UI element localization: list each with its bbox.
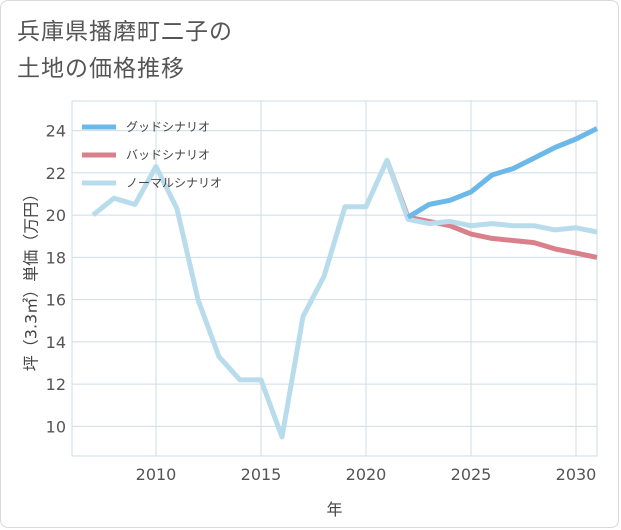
y-tick-label: 22 bbox=[46, 164, 66, 183]
series-line-0 bbox=[406, 126, 599, 220]
page-title: 兵庫県播磨町二子の 土地の価格推移 bbox=[17, 14, 233, 88]
y-tick-label: 16 bbox=[46, 291, 66, 310]
legend-label: バッドシナリオ bbox=[126, 148, 210, 162]
y-tick-label: 12 bbox=[46, 375, 66, 394]
legend-label: ノーマルシナリオ bbox=[126, 176, 222, 190]
x-tick-label: 2010 bbox=[136, 465, 177, 484]
grid-lines bbox=[72, 101, 597, 456]
title-line-2: 土地の価格推移 bbox=[17, 56, 185, 82]
y-axis-title: 坪（3.3㎡）単価（万円） bbox=[22, 186, 41, 371]
y-tick-label: 18 bbox=[46, 248, 66, 267]
y-tick-label: 14 bbox=[46, 333, 66, 352]
x-tick-label: 2015 bbox=[241, 465, 282, 484]
y-axis-ticks: 10 12 14 16 18 20 22 24 bbox=[46, 122, 66, 437]
y-tick-label: 10 bbox=[46, 417, 66, 436]
series-layer bbox=[91, 126, 599, 440]
legend-label: グッドシナリオ bbox=[126, 120, 210, 134]
x-axis-ticks: 2010 2015 2020 2025 2030 bbox=[136, 465, 597, 484]
y-tick-label: 20 bbox=[46, 206, 66, 225]
series-line-2 bbox=[91, 157, 598, 440]
y-tick-label: 24 bbox=[46, 122, 66, 141]
plot-area bbox=[71, 100, 598, 457]
title-line-1: 兵庫県播磨町二子の bbox=[17, 19, 233, 45]
x-tick-label: 2025 bbox=[451, 465, 492, 484]
x-axis-title: 年 bbox=[326, 500, 342, 519]
x-tick-label: 2020 bbox=[346, 465, 387, 484]
x-tick-label: 2030 bbox=[556, 465, 597, 484]
